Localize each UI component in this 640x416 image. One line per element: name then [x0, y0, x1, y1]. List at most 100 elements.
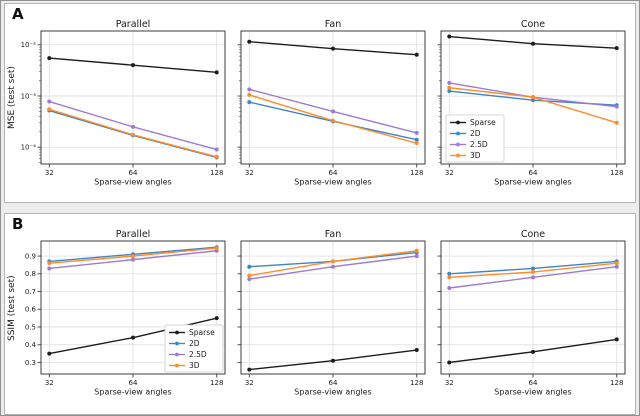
chart-canvas: 0.3 0.4 0.5 0.6 0.7 0.8 0.9 32 64 128 Parallel Spar…: [25, 229, 226, 397]
panel-a-letter: A: [12, 5, 24, 23]
series-marker-Sparse: [414, 348, 419, 353]
series-marker-Sparse: [47, 351, 52, 356]
x-tick-label: 32: [245, 379, 254, 387]
series-marker-3D: [414, 248, 419, 253]
series-marker-3D: [247, 273, 252, 278]
chart-a-fan: 32 64 128 Fan Sparse-view angles: [232, 17, 428, 190]
series-marker-Sparse: [47, 56, 52, 61]
series-marker-Sparse: [247, 39, 252, 44]
chart-canvas: 32 64 128 Cone Sparse-view angles Sparse 2D 2.5…: [437, 19, 626, 187]
plot-border: [240, 30, 426, 165]
series-marker-2.5D: [447, 285, 452, 290]
x-tick-label: 64: [329, 379, 338, 387]
series-marker-2D: [447, 271, 452, 276]
legend-swatch-marker: [175, 352, 179, 357]
series-marker-3D: [47, 107, 52, 112]
series-marker-Sparse: [247, 367, 252, 372]
series-marker-2D: [414, 137, 419, 142]
legend-swatch-marker: [456, 131, 460, 136]
x-axis-label: Sparse-view angles: [294, 388, 371, 397]
y-tick-label: 0.9: [25, 252, 36, 260]
series-marker-2.5D: [614, 104, 619, 109]
legend: Sparse 2D 2.5D 3D: [445, 114, 505, 163]
series-marker-3D: [214, 154, 219, 159]
plot-border: [440, 240, 626, 375]
legend-swatch-marker: [175, 363, 179, 368]
legend-label: 2D: [189, 339, 200, 348]
series-marker-2.5D: [447, 80, 452, 85]
series-marker-3D: [47, 261, 52, 266]
series-marker-3D: [614, 120, 619, 125]
series-marker-Sparse: [131, 335, 135, 340]
chart-title: Cone: [521, 229, 545, 240]
series-marker-Sparse: [531, 349, 535, 354]
series-marker-3D: [414, 141, 419, 146]
x-tick-label: 64: [529, 379, 538, 387]
series-marker-3D: [131, 254, 135, 259]
plot-border: [440, 30, 626, 165]
legend-swatch-marker: [456, 153, 460, 158]
x-tick-label: 32: [45, 379, 54, 387]
series-marker-2D: [247, 264, 252, 269]
chart-a-parallel: 10⁻² 10⁻³ 10⁻⁴ 32 64 128 Parallel Sparse-view a…: [15, 17, 228, 190]
chart-canvas: 10⁻² 10⁻³ 10⁻⁴ 32 64 128 Parallel Sparse-view a…: [21, 19, 226, 187]
y-tick-label: 0.7: [25, 288, 36, 296]
x-axis-label: Sparse-view angles: [94, 388, 171, 397]
legend-label: Sparse: [189, 328, 215, 337]
legend-label: Sparse: [470, 118, 496, 127]
series-marker-3D: [531, 95, 535, 100]
series-marker-3D: [331, 259, 335, 264]
chart-title: Fan: [325, 19, 341, 30]
x-tick-label: 128: [410, 379, 423, 387]
legend-swatch-marker: [175, 330, 179, 335]
x-tick-label: 128: [410, 169, 423, 177]
plot-border: [40, 30, 226, 165]
series-marker-2.5D: [131, 257, 135, 262]
series-marker-Sparse: [214, 70, 219, 75]
x-tick-label: 64: [529, 169, 538, 177]
series-marker-Sparse: [447, 360, 452, 365]
legend-box: [445, 114, 505, 163]
y-tick-label: 10⁻³: [21, 92, 37, 100]
chart-b-parallel: 0.3 0.4 0.5 0.6 0.7 0.8 0.9 32 64 128 Parallel Spar…: [15, 227, 228, 400]
chart-title: Fan: [325, 229, 341, 240]
x-axis-label: Sparse-view angles: [294, 178, 371, 187]
chart-a-cone: 32 64 128 Cone Sparse-view angles Sparse 2D 2.5…: [432, 17, 628, 190]
series-marker-3D: [531, 270, 535, 275]
chart-b-fan: 32 64 128 Fan Sparse-view angles: [232, 227, 428, 400]
chart-title: Cone: [521, 19, 545, 30]
plot-border: [240, 240, 426, 375]
plot-border: [40, 240, 226, 375]
series-marker-2D: [531, 266, 535, 271]
y-tick-label: 0.5: [25, 323, 36, 331]
series-marker-Sparse: [331, 46, 335, 51]
series-marker-2D: [447, 89, 452, 94]
y-tick-label: 0.4: [25, 341, 37, 349]
chart-b-cone: 32 64 128 Cone Sparse-view angles: [432, 227, 628, 400]
y-tick-label: 10⁻²: [21, 41, 37, 49]
legend-swatch-marker: [175, 341, 179, 346]
series-marker-Sparse: [214, 316, 219, 321]
series-marker-2.5D: [47, 99, 52, 104]
series-marker-2.5D: [531, 275, 535, 280]
series-marker-2.5D: [247, 277, 252, 282]
series-marker-3D: [447, 275, 452, 280]
x-tick-label: 64: [129, 169, 138, 177]
legend-box: [164, 324, 224, 373]
x-tick-label: 32: [245, 169, 254, 177]
series-marker-2.5D: [331, 264, 335, 269]
x-axis-label: Sparse-view angles: [494, 178, 571, 187]
legend-swatch-marker: [456, 120, 460, 125]
series-marker-3D: [614, 261, 619, 266]
series-marker-Sparse: [331, 358, 335, 363]
legend-swatch-marker: [456, 142, 460, 147]
x-tick-label: 32: [45, 169, 54, 177]
series-marker-Sparse: [414, 52, 419, 57]
x-tick-label: 64: [129, 379, 138, 387]
y-tick-label: 0.6: [25, 306, 37, 314]
legend: Sparse 2D 2.5D 3D: [164, 324, 224, 373]
series-marker-3D: [447, 85, 452, 90]
series-marker-2.5D: [47, 266, 52, 271]
series-marker-3D: [131, 132, 135, 137]
